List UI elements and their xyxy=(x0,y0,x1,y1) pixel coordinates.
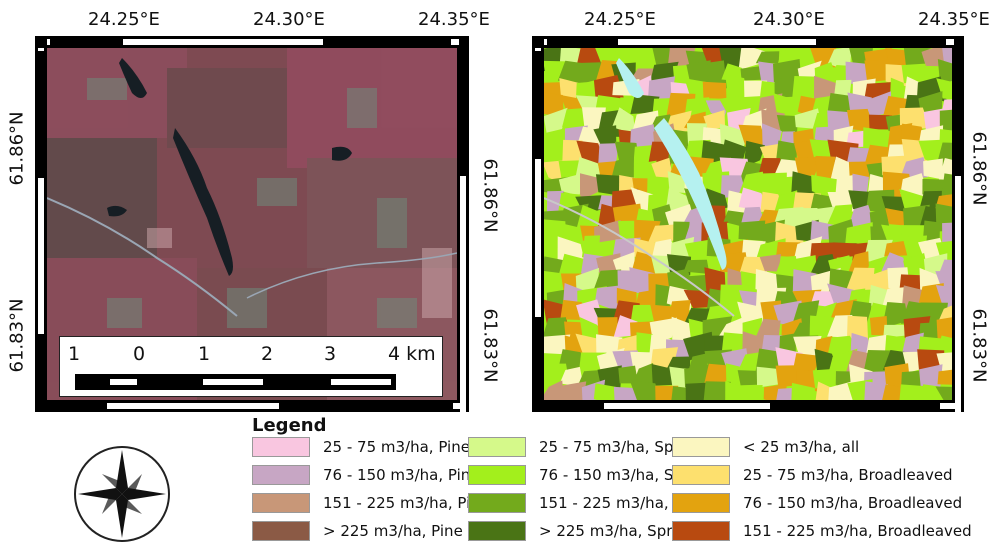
legend-swatch xyxy=(468,521,526,541)
right-top-lon-3: 24.35°E xyxy=(918,9,989,30)
legend-label: 25 - 75 m3/ha, Pine xyxy=(323,438,470,456)
legend-swatch xyxy=(252,493,310,513)
left-side-lat-2: 61.83°N xyxy=(6,298,28,373)
legend-title: Legend xyxy=(252,415,327,436)
legend-item: 76 - 150 m3/ha, Broadleaved xyxy=(672,492,962,514)
legend-item: < 25 m3/ha, all xyxy=(672,436,859,458)
legend-swatch xyxy=(672,521,730,541)
legend-swatch xyxy=(252,521,310,541)
right-top-lon-1: 24.25°E xyxy=(584,9,656,30)
left-top-lon-3: 24.35°E xyxy=(418,9,490,30)
scale-label-2: 2 xyxy=(261,343,274,365)
legend-item: 76 - 150 m3/ha, Pine xyxy=(252,464,480,486)
left-side-lat-1: 61.86°N xyxy=(6,111,28,186)
legend-label: 151 - 225 m3/ha, Broadleaved xyxy=(743,522,972,540)
legend-swatch xyxy=(468,437,526,457)
scale-label-4km: 4 km xyxy=(388,343,436,365)
legend-swatch xyxy=(672,465,730,485)
scale-bar-graphic xyxy=(75,374,396,390)
scale-label-1-left: 1 xyxy=(68,343,81,365)
left-right-lat-2: 61.83°N xyxy=(479,308,501,383)
legend-label: < 25 m3/ha, all xyxy=(743,438,860,456)
scale-bar: 1 0 1 2 3 4 km xyxy=(59,336,443,397)
legend-label: 76 - 150 m3/ha, Pine xyxy=(323,466,480,484)
left-right-lat-1: 61.86°N xyxy=(479,158,501,233)
legend-label: 151 - 225 m3/ha, Pine xyxy=(323,494,490,512)
legend-item: > 225 m3/ha, Pine xyxy=(252,520,463,542)
legend-swatch xyxy=(672,493,730,513)
right-map-frame xyxy=(532,36,964,474)
legend-swatch xyxy=(252,465,310,485)
legend-item: 25 - 75 m3/ha, Spruce xyxy=(468,436,707,458)
legend-swatch xyxy=(468,493,526,513)
left-top-lon-1: 24.25°E xyxy=(88,9,160,30)
legend-label: 76 - 150 m3/ha, Broadleaved xyxy=(743,494,963,512)
compass-rose-icon xyxy=(74,446,170,542)
legend-item: 151 - 225 m3/ha, Pine xyxy=(252,492,489,514)
legend-label: 25 - 75 m3/ha, Spruce xyxy=(539,438,707,456)
right-top-lon-2: 24.30°E xyxy=(753,9,825,30)
legend-item: 25 - 75 m3/ha, Pine xyxy=(252,436,470,458)
legend-label: 25 - 75 m3/ha, Broadleaved xyxy=(743,466,953,484)
legend-swatch xyxy=(252,437,310,457)
right-side-lat-1: 61.86°N xyxy=(968,131,989,206)
legend-label: > 225 m3/ha, Spruce xyxy=(539,522,700,540)
legend-item: 76 - 150 m3/ha, Spruce xyxy=(468,464,716,486)
scale-label-0: 0 xyxy=(133,343,146,365)
legend-label: 76 - 150 m3/ha, Spruce xyxy=(539,466,717,484)
forest-volume-map xyxy=(544,48,952,400)
legend-item: 151 - 225 m3/ha, Broadleaved xyxy=(672,520,972,542)
right-side-lat-2: 61.83°N xyxy=(968,308,989,383)
scale-label-3: 3 xyxy=(324,343,337,365)
legend-swatch xyxy=(672,437,730,457)
legend-item: 25 - 75 m3/ha, Broadleaved xyxy=(672,464,953,486)
scale-label-1: 1 xyxy=(198,343,211,365)
left-top-lon-2: 24.30°E xyxy=(253,9,325,30)
legend-swatch xyxy=(468,465,526,485)
legend-label: > 225 m3/ha, Pine xyxy=(323,522,463,540)
legend-item: > 225 m3/ha, Spruce xyxy=(468,520,699,542)
